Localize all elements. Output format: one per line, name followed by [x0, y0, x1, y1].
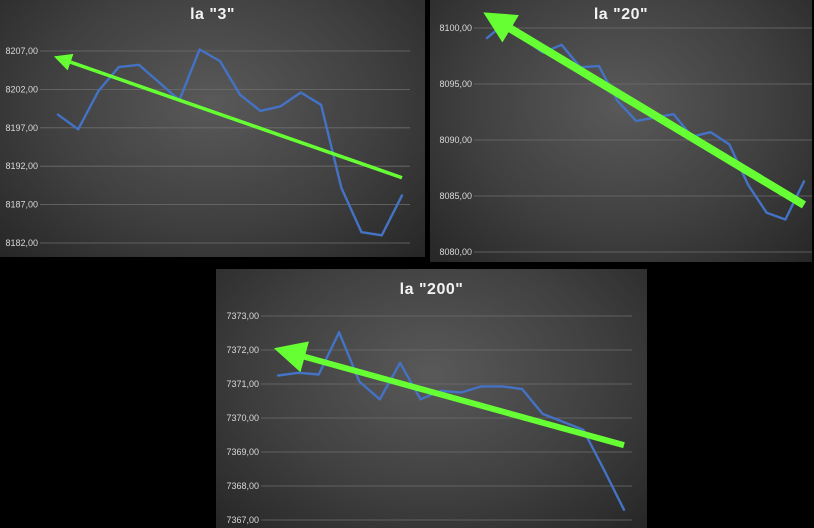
y-tick-label: 7371,00 [226, 379, 259, 389]
series-line [485, 21, 806, 221]
chart-panel-20: la "20" 8080,00 8085,00 8090,00 8095,00 8100… [430, 0, 812, 262]
y-tick-label: 7369,00 [226, 447, 259, 457]
y-tick-label: 8095,00 [439, 79, 472, 89]
line-chart-20: 8080,00 8085,00 8090,00 8095,00 8100,00 [439, 12, 812, 257]
chart-panel-200: la "200" 7367,00 7368,00 7369,00 7370,00 737… [216, 269, 647, 528]
line-chart-3: 8182,00 8187,00 8192,00 8197,00 8202,00 8207,… [5, 46, 410, 248]
trend-arrow [273, 341, 625, 449]
y-tick-label: 8197,00 [5, 123, 38, 133]
y-tick-label: 8192,00 [5, 161, 38, 171]
y-tick-label: 7370,00 [226, 413, 259, 423]
y-tick-label: 8085,00 [439, 191, 472, 201]
y-tick-label: 8207,00 [5, 46, 38, 56]
series-line [276, 331, 626, 512]
y-tick-label: 8202,00 [5, 84, 38, 94]
chart-panel-3: la "3" 8182,00 8187,00 8192,00 8197,00 8202,… [0, 0, 425, 257]
chart-title-20: la "20" [593, 6, 649, 23]
y-tick-label: 8187,00 [5, 200, 38, 210]
y-tick-label: 8100,00 [439, 23, 472, 33]
y-tick-label: 8090,00 [439, 135, 472, 145]
y-tick-label: 8080,00 [439, 247, 472, 257]
y-tick-label: 7373,00 [226, 311, 259, 321]
trend-arrow [483, 12, 807, 209]
y-tick-label: 7368,00 [226, 481, 259, 491]
trend-arrow [53, 53, 403, 180]
y-tick-label: 8182,00 [5, 238, 38, 248]
chart-title-3: la "3" [190, 6, 235, 23]
chart-title-200: la "200" [399, 281, 464, 298]
line-chart-200: 7367,00 7368,00 7369,00 7370,00 7371,00 7372,… [226, 311, 632, 525]
y-tick-label: 7367,00 [226, 515, 259, 525]
series-line [56, 48, 404, 237]
y-tick-label: 7372,00 [226, 345, 259, 355]
